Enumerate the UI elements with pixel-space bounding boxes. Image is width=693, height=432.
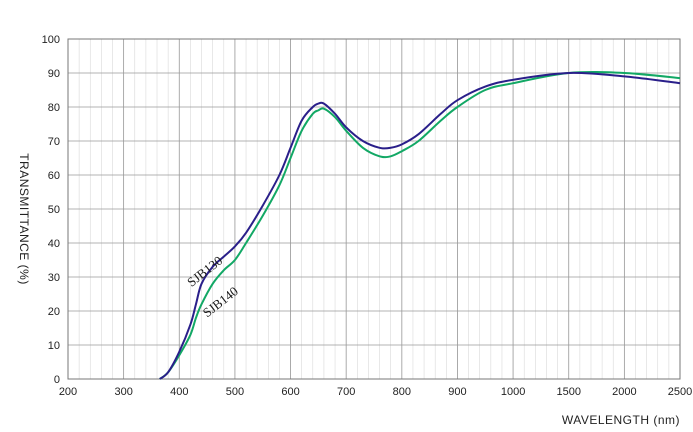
x-axis-ticks: 200 300 400 500 600 700 800 900 1000 1500 2000 2500 <box>59 386 692 398</box>
y-tick-label: 10 <box>48 340 60 352</box>
y-tick-label: 50 <box>48 204 60 216</box>
plot-frame <box>67 38 681 380</box>
y-tick-label: 60 <box>48 170 60 182</box>
y-tick-label: 90 <box>48 68 60 80</box>
x-tick-label: 400 <box>170 386 188 398</box>
x-tick-label: 700 <box>337 386 355 398</box>
y-tick-label: 70 <box>48 136 60 148</box>
series-layer <box>159 71 681 380</box>
x-axis-title: WAVELENGTH (nm) <box>562 413 680 427</box>
y-tick-label: 30 <box>48 272 60 284</box>
x-tick-label: 300 <box>114 386 132 398</box>
y-axis-title: TRANSMITTANCE (%) <box>17 153 31 285</box>
series-line-sjb130 <box>159 71 681 380</box>
x-tick-label: 600 <box>281 386 299 398</box>
x-tick-label: 900 <box>448 386 466 398</box>
x-tick-label: 1000 <box>501 386 525 398</box>
x-tick-label: 200 <box>59 386 77 398</box>
y-axis-ticks: 0 10 20 30 40 50 60 70 80 90 100 <box>42 34 60 386</box>
y-tick-label: 20 <box>48 306 60 318</box>
y-tick-label: 80 <box>48 102 60 114</box>
y-tick-label: 0 <box>54 374 60 386</box>
series-line-sjb140 <box>159 71 681 380</box>
x-tick-label: 2000 <box>612 386 636 398</box>
x-tick-label: 500 <box>226 386 244 398</box>
y-tick-label: 40 <box>48 238 60 250</box>
major-grid <box>67 38 681 380</box>
y-tick-label: 100 <box>42 34 60 46</box>
x-tick-label: 800 <box>393 386 411 398</box>
x-tick-label: 1500 <box>556 386 580 398</box>
x-tick-label: 2500 <box>668 386 692 398</box>
